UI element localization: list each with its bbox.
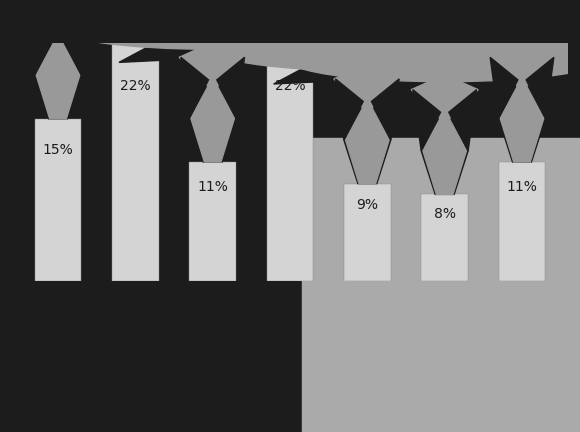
Polygon shape xyxy=(217,57,245,118)
Text: 9%: 9% xyxy=(356,198,378,212)
Polygon shape xyxy=(526,57,554,118)
Polygon shape xyxy=(449,90,477,151)
Polygon shape xyxy=(119,12,306,162)
Polygon shape xyxy=(196,0,384,43)
Polygon shape xyxy=(351,44,538,194)
Polygon shape xyxy=(42,0,229,43)
Circle shape xyxy=(56,6,369,49)
Bar xyxy=(499,162,545,281)
Polygon shape xyxy=(103,14,322,162)
Circle shape xyxy=(0,0,214,6)
Polygon shape xyxy=(26,14,54,75)
Bar xyxy=(190,162,236,281)
Polygon shape xyxy=(371,79,399,140)
Text: 15%: 15% xyxy=(42,143,74,157)
Polygon shape xyxy=(181,0,399,43)
Polygon shape xyxy=(0,0,152,119)
Bar xyxy=(35,119,81,281)
Polygon shape xyxy=(26,0,245,43)
Polygon shape xyxy=(274,34,461,184)
Circle shape xyxy=(366,6,580,49)
Text: 11%: 11% xyxy=(197,180,228,194)
Polygon shape xyxy=(0,0,167,119)
Bar xyxy=(422,194,468,281)
Polygon shape xyxy=(62,14,90,75)
Polygon shape xyxy=(258,36,477,184)
Polygon shape xyxy=(335,79,363,140)
Text: 22%: 22% xyxy=(120,79,151,93)
Polygon shape xyxy=(413,14,580,162)
Bar xyxy=(267,43,313,281)
Circle shape xyxy=(288,38,580,82)
Polygon shape xyxy=(428,12,580,162)
Bar xyxy=(344,184,390,281)
Polygon shape xyxy=(335,47,554,194)
Text: 11%: 11% xyxy=(506,180,538,194)
Text: 8%: 8% xyxy=(434,207,456,221)
Polygon shape xyxy=(181,57,209,118)
Polygon shape xyxy=(490,57,518,118)
Circle shape xyxy=(211,27,524,71)
Polygon shape xyxy=(413,90,441,151)
Bar xyxy=(112,43,158,281)
Text: 22%: 22% xyxy=(275,79,305,93)
